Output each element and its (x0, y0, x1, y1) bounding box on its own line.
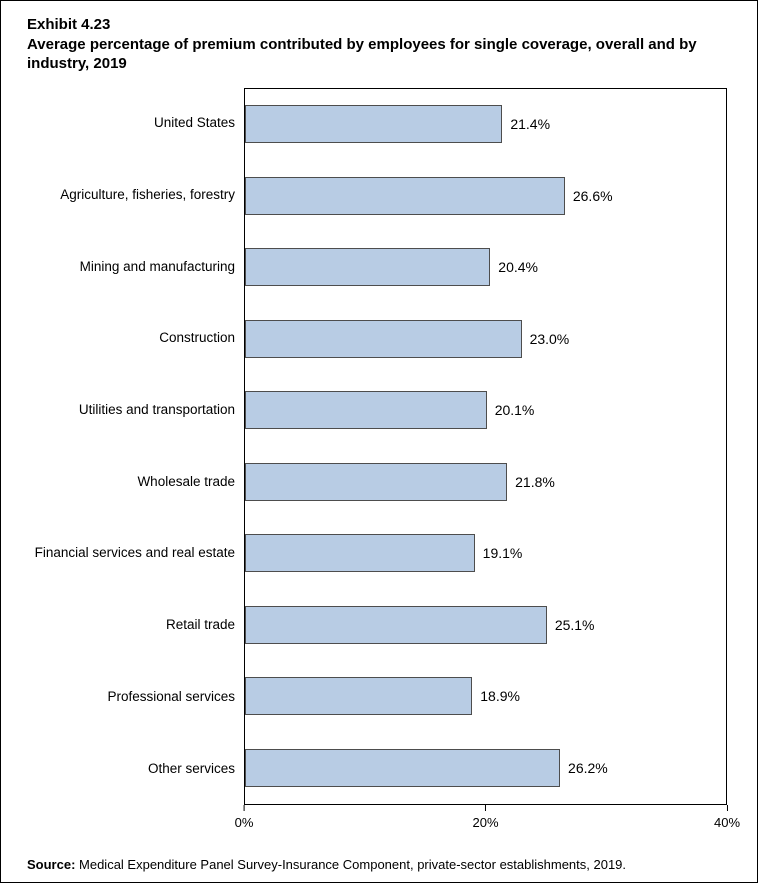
bar-row: 21.4% (245, 89, 726, 161)
tick-mark (726, 804, 728, 811)
bar (245, 391, 487, 430)
value-label: 20.1% (494, 402, 535, 419)
category-label: United States (153, 115, 235, 131)
tick-label: 20% (472, 814, 499, 830)
category-label: Mining and manufacturing (79, 258, 235, 274)
source-line: Source: Medical Expenditure Panel Survey… (1, 841, 757, 872)
value-label: 21.8% (515, 473, 555, 490)
tick-label: 0% (234, 814, 254, 830)
category-axis: United States Agriculture, fisheries, for… (29, 88, 244, 805)
value-label: 23.0% (529, 330, 570, 347)
bar-row: 23.0% (245, 303, 726, 375)
chart-block: United States Agriculture, fisheries, for… (29, 87, 740, 841)
bar (245, 534, 475, 573)
value-label: 21.4% (510, 116, 551, 133)
bar (245, 677, 473, 716)
x-axis-tick: 0% (234, 804, 254, 830)
bar-row: 26.2% (245, 732, 726, 804)
bar (245, 462, 508, 501)
bar-row: 20.4% (245, 232, 726, 304)
source-label: Source: (27, 856, 76, 872)
category-label: Construction (159, 330, 235, 346)
x-axis: 0% 20% 40% (235, 804, 740, 841)
bar-row: 21.8% (245, 446, 726, 518)
value-label: 19.1% (482, 545, 523, 562)
plot-area: 21.4% 26.6% 20.4% 23.0% 20.1% 21.8% 19.1% 25.1%… (244, 87, 727, 805)
category-label: Retail trade (165, 617, 235, 633)
bar-row: 18.9% (245, 661, 726, 733)
bar-row: 19.1% (245, 518, 726, 590)
bar-row: 25.1% (245, 589, 726, 661)
chart-area: United States Agriculture, fisheries, for… (29, 87, 727, 805)
category-label: Agriculture, fisheries, forestry (60, 186, 235, 202)
value-label: 18.9% (480, 688, 520, 705)
title-block: Exhibit 4.23 Average percentage of premi… (1, 1, 757, 74)
x-axis-tick: 20% (472, 804, 499, 830)
tick-mark (485, 804, 486, 811)
bar-row: 26.6% (245, 160, 726, 232)
bar (245, 176, 565, 215)
value-label: 26.2% (568, 759, 608, 776)
bar (245, 248, 491, 287)
bar (245, 105, 503, 144)
bar (245, 748, 561, 787)
bar (245, 319, 522, 358)
chart-title: Average percentage of premium contribute… (27, 35, 697, 73)
tick-label: 40% (713, 814, 741, 830)
x-axis-tick: 40% (713, 804, 741, 830)
value-label: 26.6% (572, 187, 613, 204)
category-label: Utilities and transportation (78, 402, 235, 418)
value-label: 20.4% (498, 259, 538, 276)
category-label: Other services (147, 760, 235, 776)
bar-row: 20.1% (245, 375, 726, 447)
value-label: 25.1% (554, 616, 595, 633)
exhibit-number: Exhibit 4.23 (27, 16, 111, 33)
source-text: Medical Expenditure Panel Survey-Insuran… (75, 856, 627, 872)
bar (245, 605, 547, 644)
category-label: Professional services (107, 688, 235, 704)
category-label: Wholesale trade (137, 473, 235, 489)
tick-mark (243, 804, 245, 811)
category-label: Financial services and real estate (34, 545, 235, 561)
